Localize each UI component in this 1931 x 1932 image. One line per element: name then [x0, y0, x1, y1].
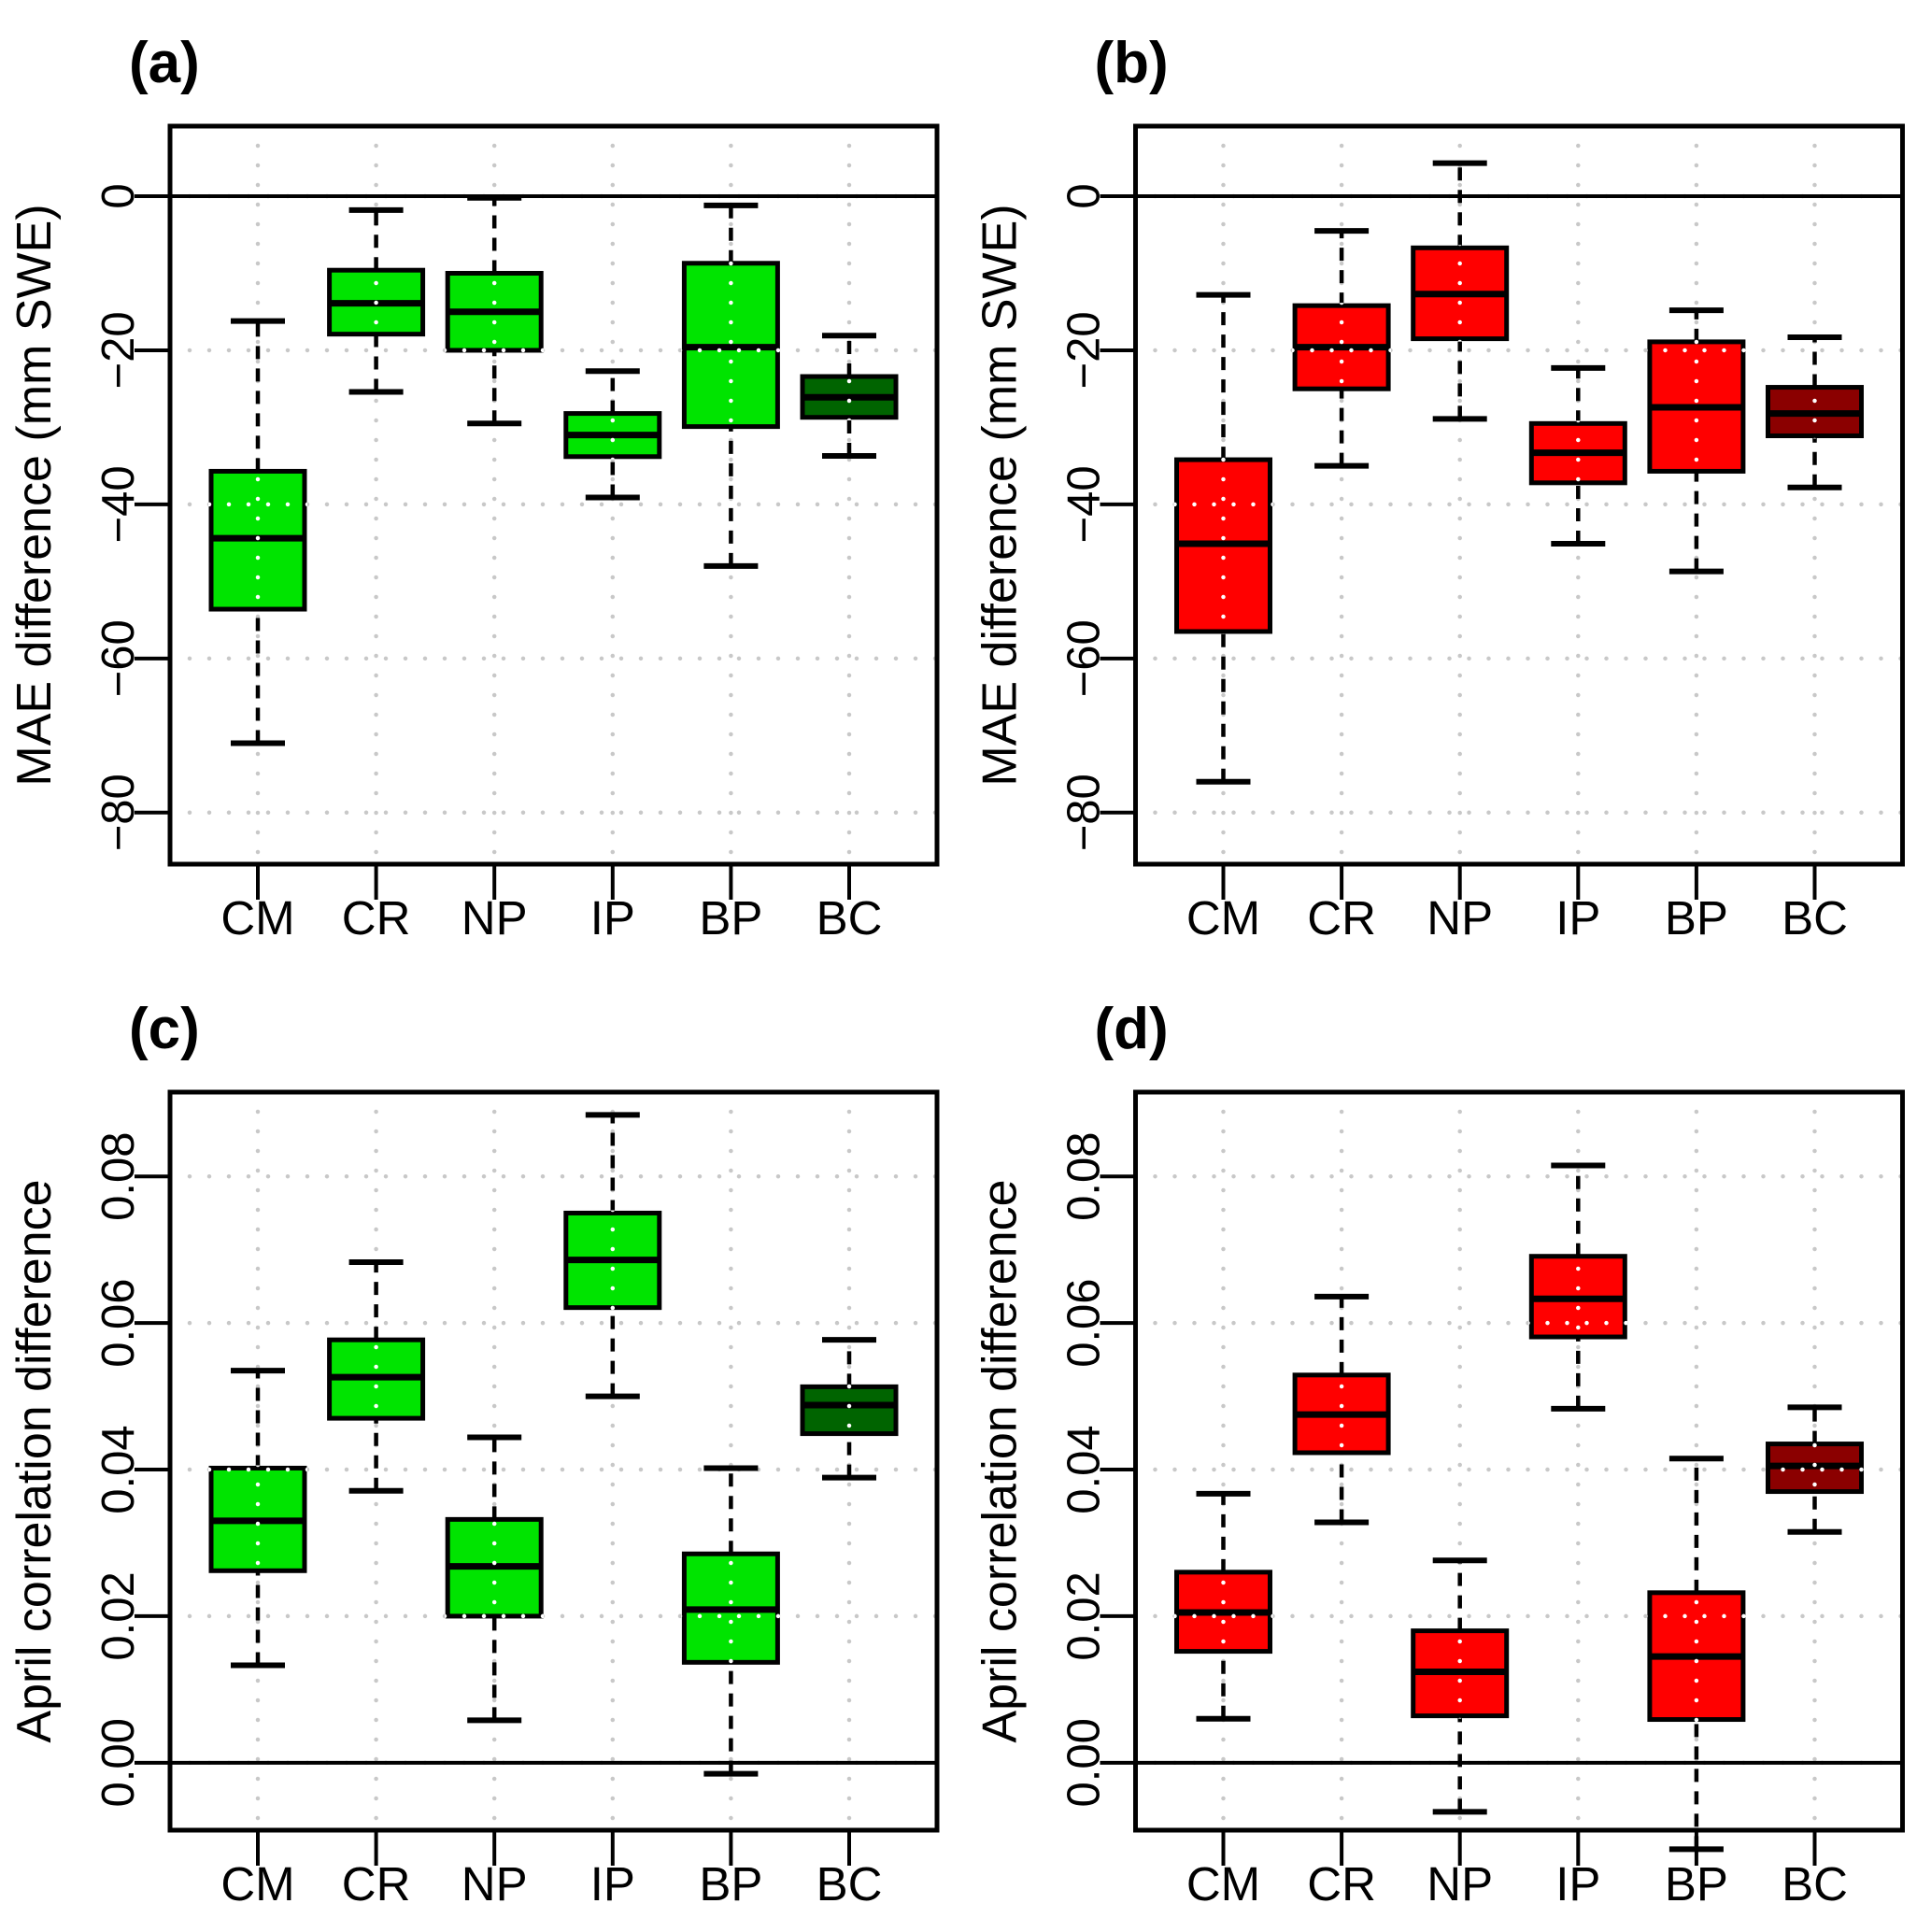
y-tick-label: 0.04: [1059, 1425, 1110, 1513]
y-tick-label: −20: [1059, 311, 1110, 389]
y-tick-label: 0.00: [1059, 1718, 1110, 1807]
x-category-label: IP: [590, 891, 635, 945]
axes: 0 −20 −40 −60 −80 CM CR NP IP BP BC MAE difference …: [7, 31, 882, 945]
plot-frame: [167, 123, 940, 867]
x-category-label: BC: [816, 1857, 883, 1911]
x-category-label: NP: [461, 1857, 528, 1911]
boxes: [208, 194, 899, 746]
y-tick-label: 0.08: [1059, 1132, 1110, 1221]
box-CM: [208, 1368, 307, 1669]
box-CM: [1174, 1490, 1272, 1722]
y-tick-label: −60: [93, 619, 144, 697]
y-tick-label: 0.08: [93, 1132, 144, 1221]
y-axis-title: MAE difference (mm SWE): [973, 204, 1028, 786]
x-category-label: IP: [590, 1857, 635, 1911]
x-category-label: BP: [1665, 891, 1728, 945]
box-CM: [208, 318, 307, 746]
x-category-label: NP: [461, 891, 528, 945]
x-category-label: CM: [1186, 891, 1260, 945]
x-category-label: IP: [1555, 891, 1600, 945]
x-category-label: CM: [220, 891, 294, 945]
x-category-label: IP: [1555, 1857, 1600, 1911]
panel-b: 0 −20 −40 −60 −80 CM CR NP IP BP BC MAE difference …: [965, 0, 1931, 966]
y-axis-title: MAE difference (mm SWE): [7, 204, 62, 786]
boxes: [1174, 1162, 1864, 1853]
x-category-label: CR: [1307, 891, 1376, 945]
axes: 0 −20 −40 −60 −80 CM CR NP IP BP BC MAE difference …: [973, 31, 1848, 945]
x-category-label: BP: [1665, 1857, 1728, 1911]
x-category-label: CR: [342, 1857, 411, 1911]
axes: 0.00 0.02 0.04 0.06 0.08 CM CR NP IP BP BC April co…: [973, 997, 1848, 1911]
box-IP: [563, 368, 662, 501]
y-tick-label: 0.02: [93, 1571, 144, 1660]
y-tick-label: 0.00: [93, 1718, 144, 1807]
panel-letter-label: (c): [129, 997, 200, 1061]
grid-dotted: [167, 1089, 940, 1833]
x-category-label: BP: [699, 1857, 762, 1911]
boxes: [1174, 160, 1864, 785]
box-IP: [1528, 364, 1627, 547]
panel-b-boxplot-svg: 0 −20 −40 −60 −80 CM CR NP IP BP BC MAE difference …: [973, 31, 1905, 945]
y-tick-label: −80: [1059, 774, 1110, 851]
panel-c-boxplot-svg: 0.00 0.02 0.04 0.06 0.08 CM CR NP IP BP BC April co…: [7, 997, 940, 1911]
panel-letter-label: (a): [129, 31, 200, 95]
panel-d: 0.00 0.02 0.04 0.06 0.08 CM CR NP IP BP BC April co…: [965, 966, 1931, 1932]
box-BP: [681, 1465, 780, 1777]
y-tick-label: 0.04: [93, 1425, 144, 1513]
box-BP: [681, 202, 780, 569]
y-tick-label: 0.06: [1059, 1278, 1110, 1367]
panel-a-boxplot-svg: 0 −20 −40 −60 −80 CM CR NP IP BP BC MAE difference …: [7, 31, 940, 945]
panel-letter-label: (d): [1095, 997, 1169, 1061]
y-tick-label: 0: [93, 183, 144, 208]
x-category-label: BC: [816, 891, 883, 945]
box-CR: [1292, 1293, 1391, 1526]
axes: 0.00 0.02 0.04 0.06 0.08 CM CR NP IP BP BC April co…: [7, 997, 882, 1911]
panel-c: 0.00 0.02 0.04 0.06 0.08 CM CR NP IP BP BC April co…: [0, 966, 965, 1932]
y-tick-label: 0.06: [93, 1278, 144, 1367]
x-category-label: CR: [342, 891, 411, 945]
x-category-label: CM: [1186, 1857, 1260, 1911]
box-NP: [445, 194, 544, 427]
box-BC: [1766, 334, 1864, 490]
y-tick-label: −40: [1059, 465, 1110, 543]
panel-d-boxplot-svg: 0.00 0.02 0.04 0.06 0.08 CM CR NP IP BP BC April co…: [973, 997, 1905, 1911]
box-NP: [445, 1434, 544, 1724]
box-BC: [800, 1337, 899, 1481]
plot-frame: [167, 1089, 940, 1833]
x-category-label: CR: [1307, 1857, 1376, 1911]
x-category-label: CM: [220, 1857, 294, 1911]
y-axis-title: April correlation difference: [973, 1179, 1028, 1742]
x-category-label: BC: [1782, 891, 1848, 945]
panel-a: 0 −20 −40 −60 −80 CM CR NP IP BP BC MAE difference …: [0, 0, 965, 966]
y-tick-label: −40: [93, 465, 144, 543]
y-tick-label: 0.02: [1059, 1571, 1110, 1660]
box-BP: [1647, 1456, 1746, 1853]
boxes: [208, 1112, 899, 1777]
iqr-box-BC: [800, 1384, 899, 1437]
box-BC: [800, 333, 899, 459]
y-axis-title: April correlation difference: [7, 1179, 62, 1742]
x-category-label: NP: [1427, 891, 1493, 945]
grid-dotted-overlay: [208, 1210, 899, 1666]
y-tick-label: −20: [93, 311, 144, 389]
y-tick-label: −60: [1059, 619, 1110, 697]
y-tick-label: 0: [1059, 183, 1110, 208]
box-CR: [327, 1259, 426, 1494]
panel-letter-label: (b): [1095, 31, 1169, 95]
box-IP: [563, 1112, 662, 1399]
y-tick-label: −80: [93, 774, 144, 851]
x-category-label: BC: [1782, 1857, 1848, 1911]
box-CR: [1292, 228, 1391, 469]
x-category-label: NP: [1427, 1857, 1493, 1911]
plot-frame: [1133, 1089, 1905, 1833]
box-NP: [1411, 1557, 1510, 1815]
x-category-label: BP: [699, 891, 762, 945]
plot-frame: [1133, 123, 1905, 867]
